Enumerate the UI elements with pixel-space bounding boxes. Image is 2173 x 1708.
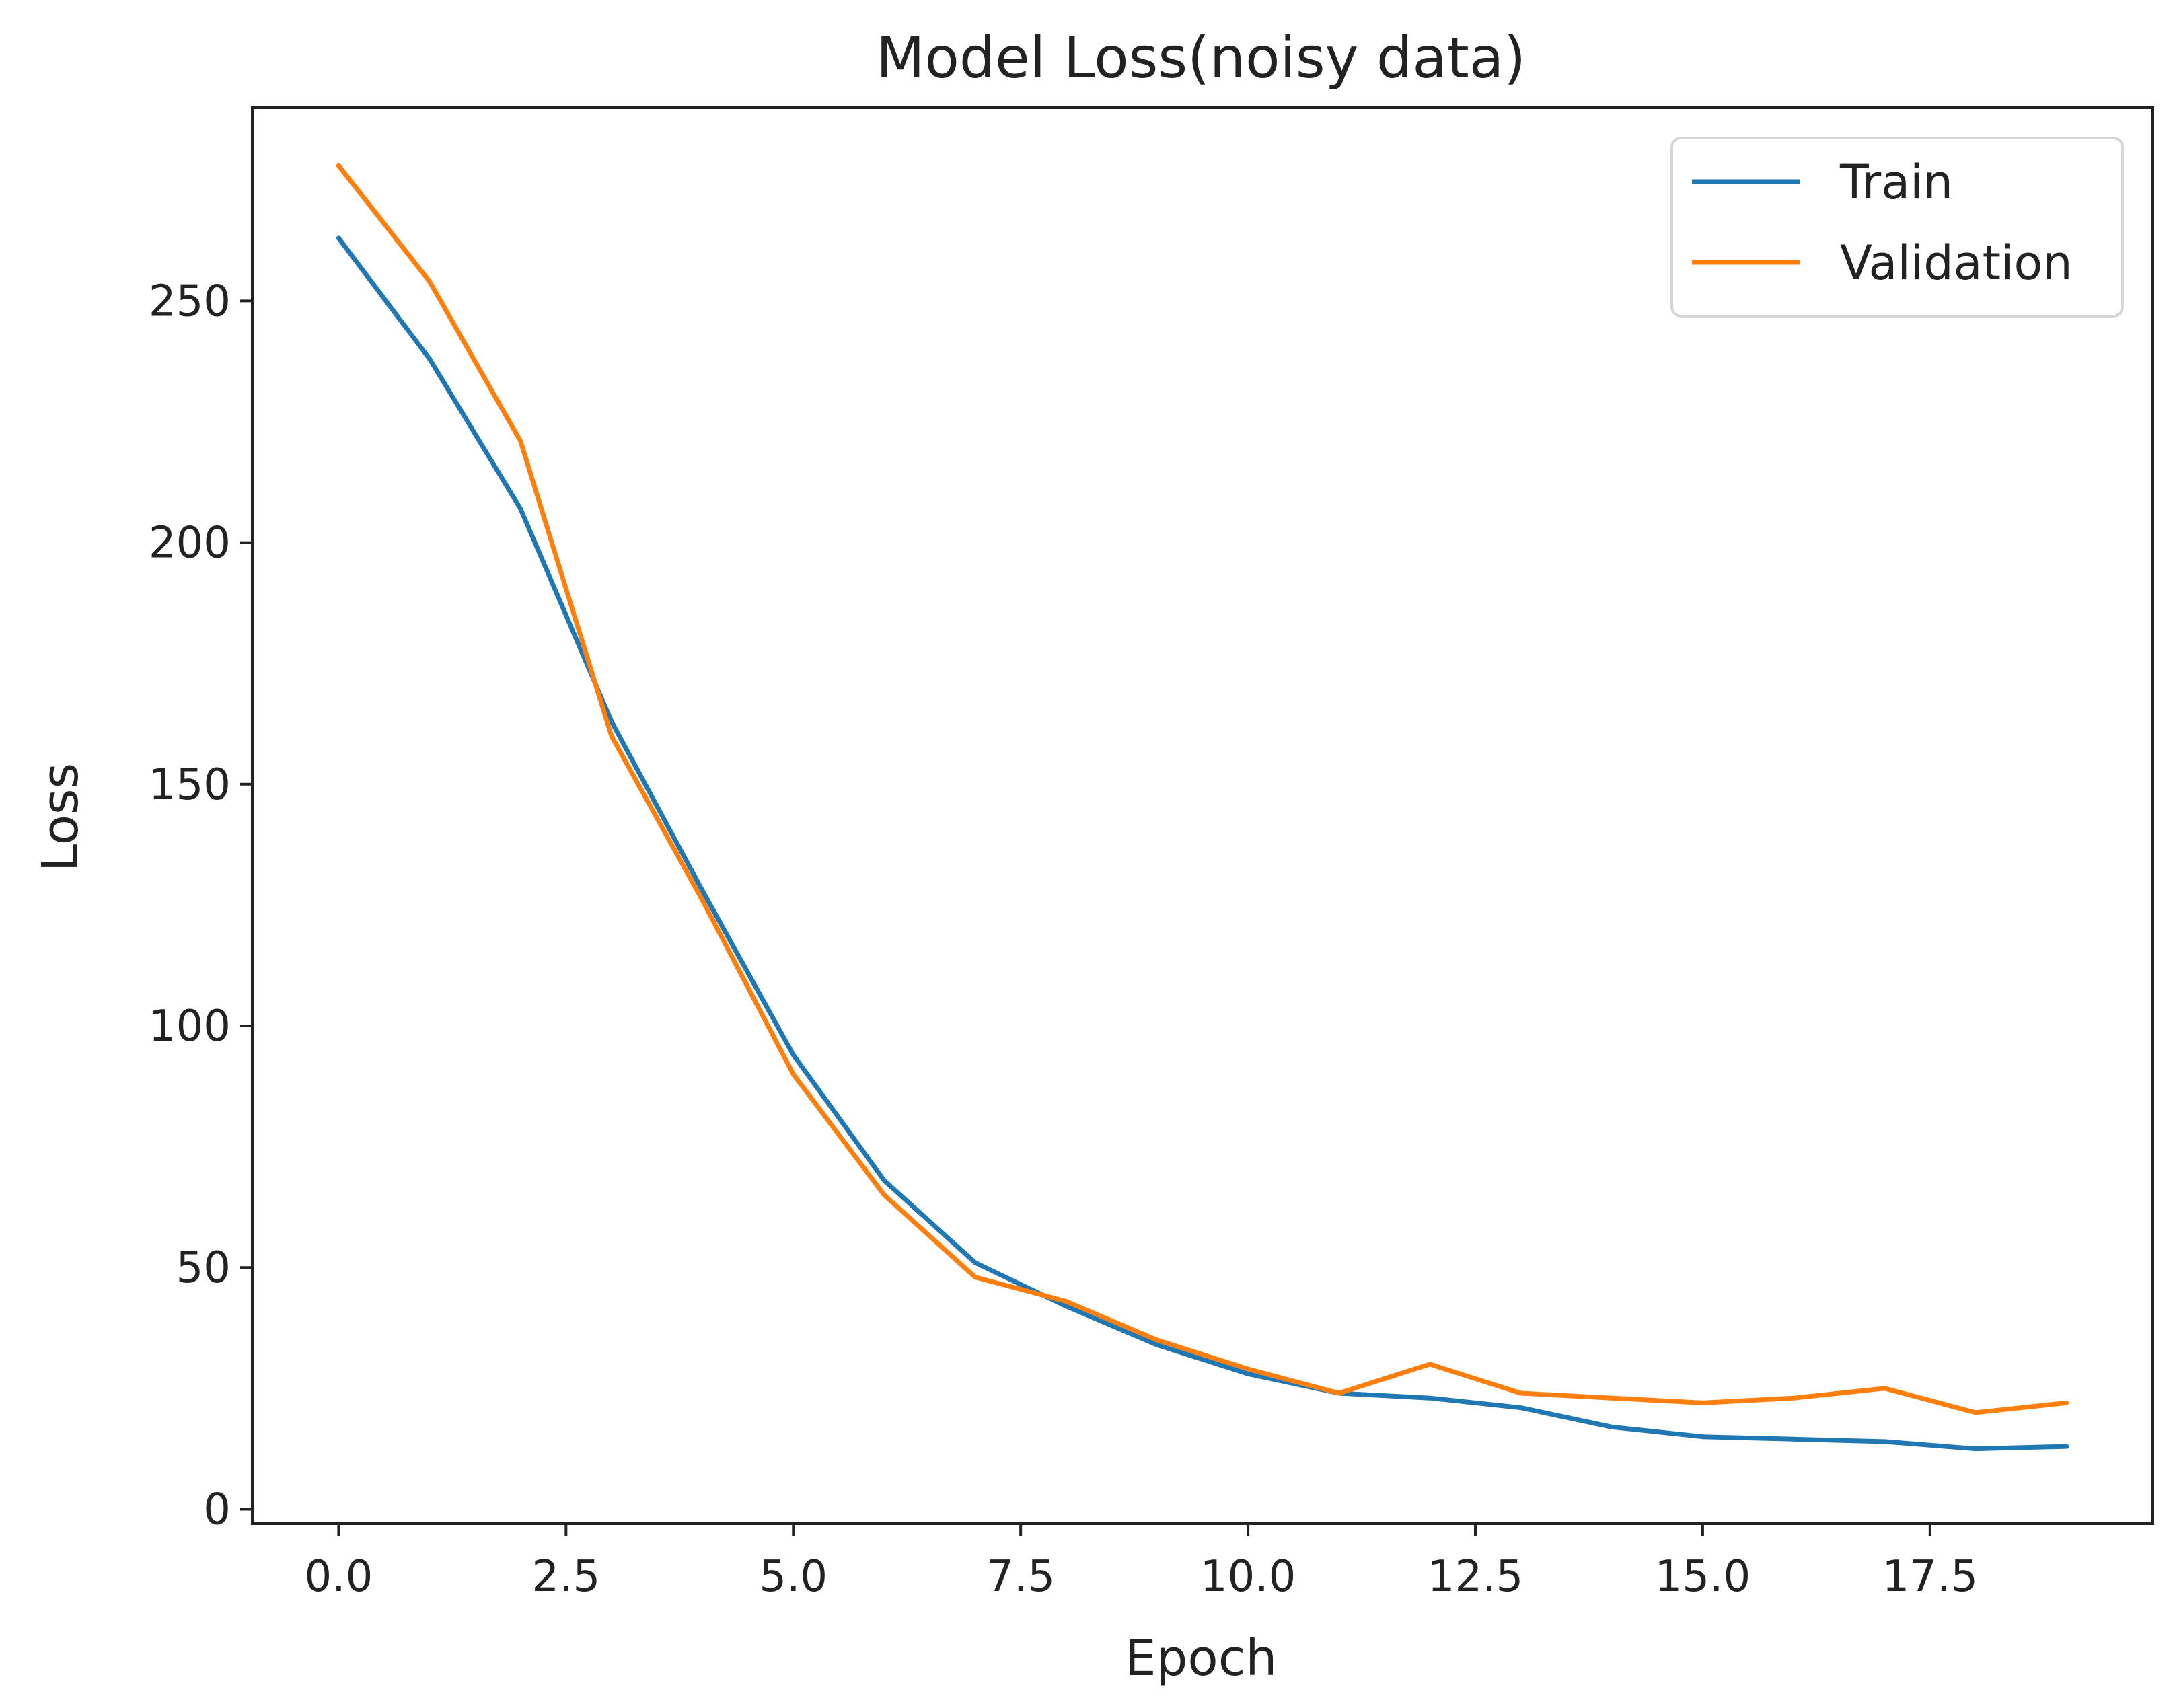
data-point-validation — [427, 279, 433, 285]
plot-lines — [336, 163, 2069, 1452]
x-tick-label: 17.5 — [1882, 1552, 1979, 1602]
y-tick-label: 200 — [149, 519, 231, 568]
legend-label-train: Train — [1839, 155, 1953, 210]
data-point-validation — [1609, 1395, 1615, 1401]
series-line-train — [336, 235, 2069, 1452]
y-axis-label: Loss — [32, 763, 89, 872]
axes-frame — [251, 106, 2154, 1525]
x-axis-label: Epoch — [1125, 1629, 1278, 1687]
x-tick-label: 7.5 — [986, 1552, 1055, 1602]
data-point-validation — [1973, 1410, 1978, 1415]
data-point-validation — [881, 1192, 887, 1197]
x-tick-label: 5.0 — [759, 1552, 827, 1602]
legend-label-validation: Validation — [1840, 235, 2073, 291]
data-point-train — [700, 888, 705, 893]
x-tick-label: 2.5 — [531, 1552, 600, 1602]
data-point-validation — [336, 163, 341, 168]
data-point-validation — [1791, 1395, 1796, 1401]
data-point-validation — [1518, 1390, 1524, 1396]
data-point-train — [609, 718, 614, 724]
data-point-validation — [609, 733, 614, 739]
data-point-validation — [1882, 1386, 1887, 1391]
y-tick-label: 250 — [149, 276, 231, 326]
x-tick-label: 0.0 — [305, 1552, 373, 1602]
data-point-train — [1609, 1424, 1615, 1429]
data-point-train — [1882, 1439, 1887, 1444]
data-point-validation — [1245, 1366, 1251, 1372]
data-point-validation — [2064, 1400, 2069, 1405]
legend: Train Validation — [1670, 137, 2124, 318]
x-tick-label: 12.5 — [1428, 1552, 1524, 1602]
y-tick-label: 50 — [176, 1243, 231, 1293]
data-point-train — [973, 1260, 978, 1265]
data-point-train — [2064, 1444, 2069, 1449]
chart-title: Model Loss(noisy data) — [876, 25, 1526, 91]
data-point-train — [1518, 1405, 1524, 1411]
data-point-validation — [790, 1072, 796, 1077]
data-point-train — [790, 1052, 796, 1057]
y-tick-label: 100 — [149, 1002, 231, 1051]
data-point-validation — [1700, 1400, 1705, 1405]
x-tick-label: 10.0 — [1200, 1552, 1296, 1602]
data-point-validation — [1427, 1362, 1432, 1367]
data-point-train — [1064, 1304, 1069, 1309]
x-axis-ticks: 0.0 2.5 5.0 7.5 10.0 12.5 15.0 17.5 — [305, 1524, 1979, 1602]
y-tick-label: 0 — [203, 1485, 231, 1534]
data-point-validation — [1064, 1299, 1069, 1304]
data-point-train — [427, 357, 433, 362]
data-point-train — [1791, 1436, 1796, 1442]
data-point-validation — [1336, 1390, 1341, 1396]
data-point-train — [1245, 1371, 1251, 1376]
y-axis-ticks: 0 50 100 150 200 250 — [149, 276, 252, 1534]
data-point-train — [336, 235, 341, 241]
data-point-train — [881, 1178, 887, 1183]
data-point-train — [1427, 1395, 1432, 1401]
data-point-validation — [700, 897, 705, 903]
data-point-train — [1700, 1434, 1705, 1440]
data-point-train — [1973, 1446, 1978, 1452]
data-point-validation — [973, 1275, 978, 1280]
y-tick-label: 150 — [149, 760, 231, 810]
data-point-train — [518, 506, 523, 511]
x-tick-label: 15.0 — [1655, 1552, 1751, 1602]
data-point-validation — [1154, 1337, 1160, 1343]
series-line-validation — [336, 163, 2069, 1415]
data-point-validation — [518, 439, 523, 444]
data-point-train — [1154, 1342, 1160, 1347]
